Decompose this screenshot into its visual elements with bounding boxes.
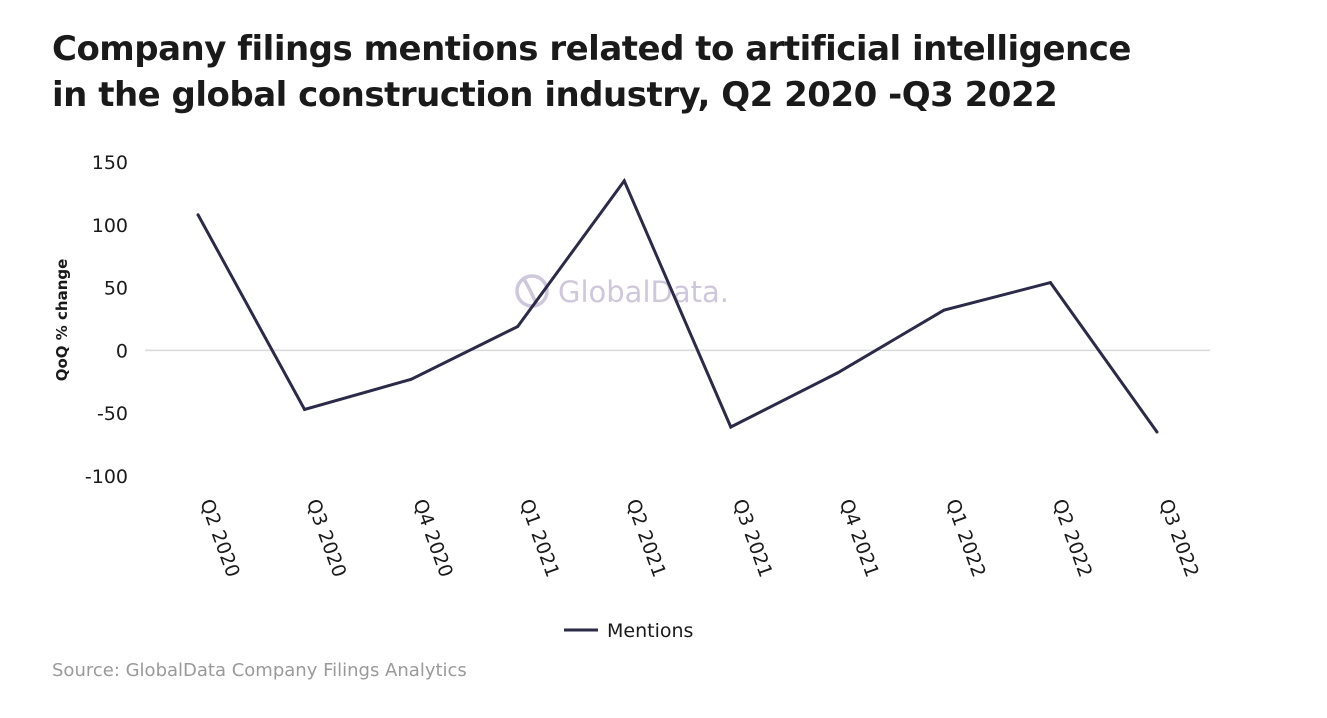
x-tick-label: Q4 2021 (835, 496, 884, 580)
y-tick-label: 0 (116, 340, 128, 362)
data-point (409, 377, 413, 381)
chart-title-line-1: Company filings mentions related to arti… (52, 29, 1131, 69)
data-point (196, 213, 200, 217)
x-tick-label: Q1 2021 (515, 496, 564, 580)
chart-title: Company filings mentions related to arti… (52, 26, 1152, 118)
series-line-mentions (196, 177, 1159, 433)
x-tick-label: Q3 2020 (302, 496, 351, 580)
x-tick-label: Q3 2021 (728, 496, 777, 580)
chart-title-line-2: in the global construction industry, Q2 … (52, 75, 1058, 115)
data-point (1155, 430, 1159, 434)
y-tick-label: -100 (85, 466, 128, 488)
globaldata-watermark-logo: GlobalData. (515, 274, 729, 309)
watermark-logo-text: GlobalData. (558, 275, 729, 309)
data-point (1048, 281, 1052, 285)
data-point (942, 308, 946, 312)
x-tick-label: Q2 2020 (195, 496, 244, 580)
x-tick-label: Q4 2020 (408, 496, 457, 580)
legend-label-mentions: Mentions (607, 620, 693, 642)
y-tick-label: 50 (104, 278, 128, 300)
y-axis-label: QoQ % change (53, 259, 71, 382)
data-point (835, 371, 839, 375)
x-tick-label: Q2 2021 (622, 496, 671, 580)
data-point (729, 425, 733, 429)
x-tick-label: Q1 2022 (941, 496, 990, 580)
data-point (303, 407, 307, 411)
watermark-logo-swoosh (521, 276, 540, 307)
data-point (622, 179, 626, 183)
y-tick-label: 150 (92, 152, 128, 174)
data-point (516, 325, 520, 329)
y-tick-label: -50 (97, 403, 128, 425)
x-tick-label: Q2 2022 (1048, 496, 1097, 580)
y-tick-label: 100 (92, 215, 128, 237)
source-note: Source: GlobalData Company Filings Analy… (52, 660, 467, 681)
x-tick-label: Q3 2022 (1154, 496, 1203, 580)
